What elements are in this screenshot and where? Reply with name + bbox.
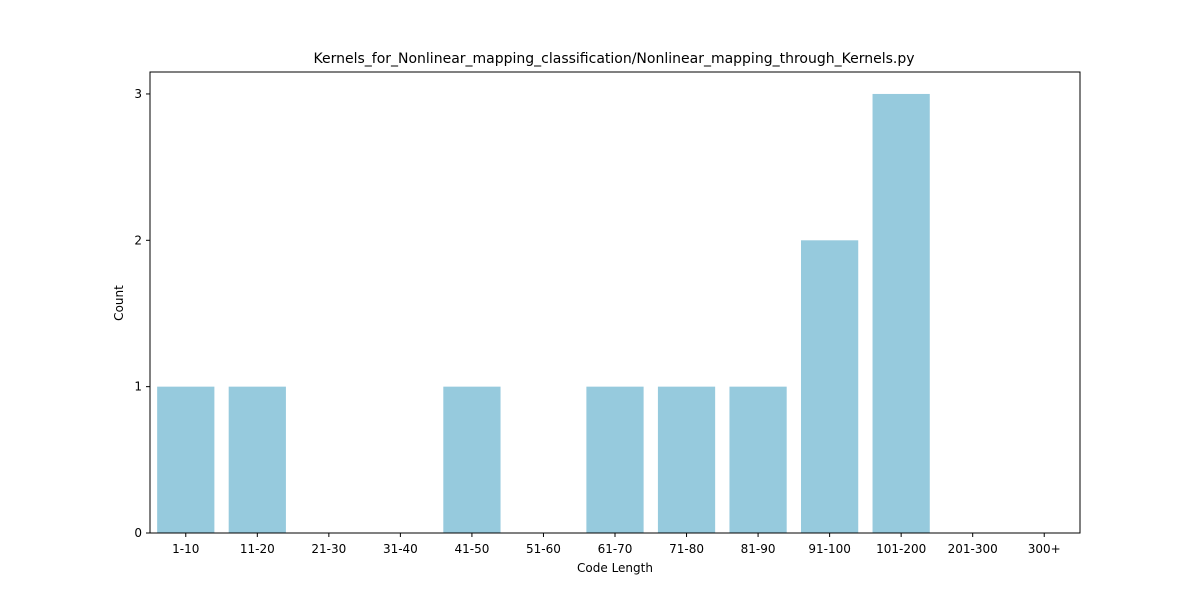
y-tick-label: 0 <box>134 526 142 540</box>
bar-101-200 <box>872 93 930 533</box>
x-tick-label: 91-100 <box>808 542 851 556</box>
x-tick-label: 201-300 <box>948 542 998 556</box>
x-axis-label: Code Length <box>577 561 653 575</box>
bar-61-70 <box>586 386 644 533</box>
x-tick-label: 11-20 <box>240 542 275 556</box>
bar-11-20 <box>228 386 286 533</box>
x-tick-label: 31-40 <box>383 542 418 556</box>
x-tick-label: 41-50 <box>454 542 489 556</box>
x-tick-label: 21-30 <box>311 542 346 556</box>
y-axis-label: Count <box>112 285 126 321</box>
x-tick-label: 300+ <box>1028 542 1061 556</box>
y-axis-ticks: 0 1 2 3 <box>134 87 150 540</box>
x-tick-label: 1-10 <box>172 542 199 556</box>
y-tick-label: 2 <box>134 233 142 247</box>
bar-81-90 <box>729 386 787 533</box>
bars <box>157 93 930 534</box>
x-tick-label: 61-70 <box>598 542 633 556</box>
bar-1-10 <box>157 386 215 533</box>
chart-title: Kernels_for_Nonlinear_mapping_classifica… <box>313 51 914 67</box>
x-tick-label: 101-200 <box>876 542 926 556</box>
x-axis-ticks: 1-10 11-20 21-30 31-40 41-50 51-60 61-70 71-80 8… <box>172 533 1061 556</box>
bar-41-50 <box>443 386 501 533</box>
x-tick-label: 51-60 <box>526 542 561 556</box>
y-tick-label: 1 <box>134 380 142 394</box>
bar-91-100 <box>801 240 859 534</box>
x-tick-label: 71-80 <box>669 542 704 556</box>
y-tick-label: 3 <box>134 87 142 101</box>
x-tick-label: 81-90 <box>741 542 776 556</box>
bar-71-80 <box>657 386 716 533</box>
